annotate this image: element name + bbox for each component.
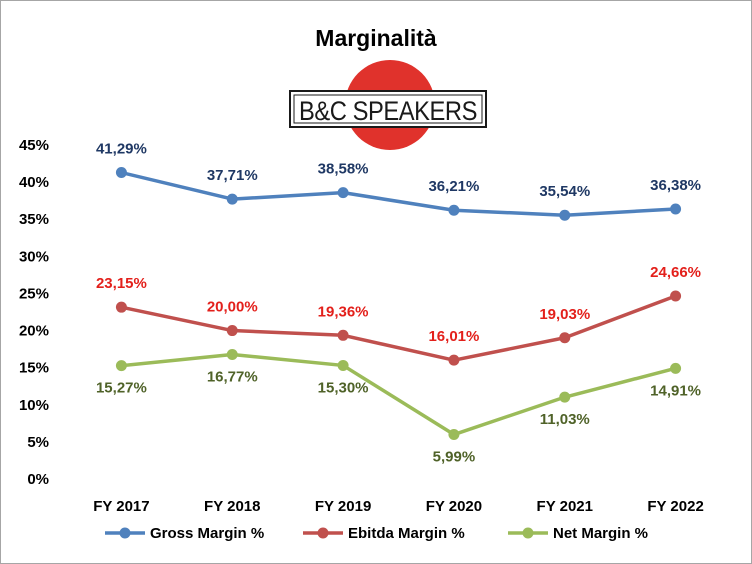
y-tick-label: 10%: [19, 397, 49, 414]
y-tick-label: 40%: [19, 174, 49, 191]
legend-swatch-marker: [317, 527, 329, 539]
data-point: [115, 301, 127, 313]
data-point: [115, 167, 127, 179]
data-label: 16,77%: [207, 369, 258, 386]
data-point: [226, 349, 238, 361]
x-axis: FY 2017 FY 2018 FY 2019 FY 2020 FY 2021 FY 20…: [93, 498, 704, 515]
y-tick-label: 5%: [27, 434, 49, 451]
series-2: 23,15% 20,00% 19,36% 16,01% 19,03% 24,66%: [96, 264, 701, 366]
data-point: [559, 391, 571, 403]
data-label: 24,66%: [650, 264, 701, 281]
data-point: [670, 290, 682, 302]
legend-item: Net Margin %: [508, 525, 648, 542]
data-label: 15,30%: [318, 379, 369, 396]
series-layer: 41,29% 37,71% 38,58% 36,21% 35,54% 36,38% 23,1…: [96, 141, 701, 466]
legend-label: Net Margin %: [553, 525, 648, 542]
data-point: [115, 360, 127, 372]
data-label: 36,38%: [650, 177, 701, 194]
data-point: [559, 209, 571, 221]
data-label: 36,21%: [428, 178, 479, 195]
data-point: [448, 354, 460, 366]
data-label: 15,27%: [96, 380, 147, 397]
data-label: 11,03%: [540, 411, 590, 428]
logo-banner-inner: [293, 94, 483, 124]
data-label: 41,29%: [96, 141, 147, 158]
data-point: [448, 429, 460, 441]
series-1: 41,29% 37,71% 38,58% 36,21% 35,54% 36,38%: [96, 141, 701, 221]
data-point: [226, 325, 238, 337]
data-label: 20,00%: [207, 299, 258, 316]
y-tick-label: 35%: [19, 211, 49, 228]
data-label: 23,15%: [96, 275, 147, 292]
data-point: [448, 204, 460, 216]
series-line: [119, 352, 678, 437]
y-tick-label: 45%: [19, 137, 49, 154]
data-point: [226, 193, 238, 205]
data-label: 19,03%: [539, 306, 590, 323]
y-tick-label: 0%: [27, 471, 49, 488]
y-tick-label: 25%: [19, 285, 49, 302]
y-tick-label: 30%: [19, 248, 49, 265]
data-label: 37,71%: [207, 167, 258, 184]
legend: Gross Margin % Ebitda Margin % Net Margin …: [105, 525, 648, 542]
data-label: 5,99%: [433, 449, 476, 466]
chart-title: Marginalità: [315, 25, 437, 51]
data-point: [670, 362, 682, 374]
y-tick-label: 15%: [19, 360, 49, 377]
y-axis: 0% 5% 10% 15% 20% 25% 30% 35% 40% 45%: [19, 137, 49, 488]
legend-swatch-marker: [522, 527, 534, 539]
x-tick-label: FY 2018: [204, 498, 260, 515]
legend-label: Ebitda Margin %: [348, 525, 465, 542]
y-tick-label: 20%: [19, 323, 49, 340]
data-label: 19,36%: [318, 303, 369, 320]
data-point: [337, 359, 349, 371]
logo-banner: [289, 90, 487, 128]
brand-logo: B&C SPEAKERS: [289, 60, 487, 150]
legend-label: Gross Margin %: [150, 525, 264, 542]
legend-swatch-marker: [119, 527, 131, 539]
x-tick-label: FY 2019: [315, 498, 371, 515]
data-point: [337, 329, 349, 341]
data-point: [559, 332, 571, 344]
data-label: 14,91%: [650, 382, 701, 399]
x-tick-label: FY 2021: [537, 498, 593, 515]
x-tick-label: FY 2020: [426, 498, 482, 515]
data-label: 16,01%: [428, 328, 479, 345]
series-3: 15,27% 16,77% 15,30% 5,99% 11,03% 14,91%: [96, 349, 701, 466]
series-line: [119, 294, 678, 362]
data-label: 38,58%: [318, 161, 369, 178]
x-tick-label: FY 2022: [647, 498, 703, 515]
logo-text: B&C SPEAKERS: [299, 96, 477, 126]
data-point: [670, 203, 682, 215]
data-point: [337, 187, 349, 199]
x-tick-label: FY 2017: [93, 498, 149, 515]
legend-item: Ebitda Margin %: [303, 525, 465, 542]
series-line: [119, 170, 678, 217]
data-label: 35,54%: [539, 183, 590, 200]
legend-item: Gross Margin %: [105, 525, 264, 542]
